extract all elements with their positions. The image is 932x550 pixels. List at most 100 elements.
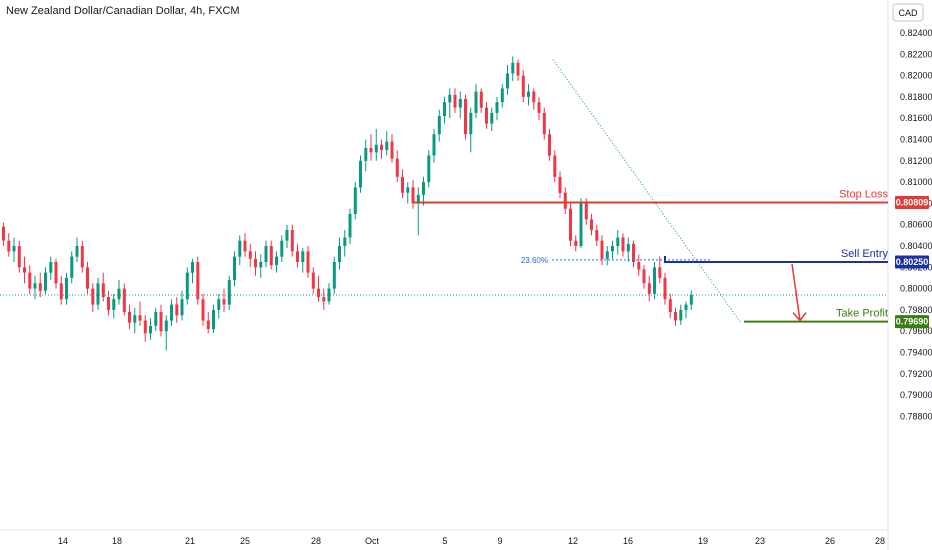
sell-entry-badge-text: 0.80250 (896, 257, 929, 267)
candle (290, 224, 294, 257)
candle (80, 240, 84, 273)
candle (679, 304, 683, 325)
time-tick-label: 14 (58, 536, 68, 546)
candle (474, 84, 478, 119)
candle (506, 65, 509, 95)
candle (306, 246, 310, 278)
time-tick-label: 23 (755, 536, 765, 546)
time-tick-label: 18 (112, 536, 122, 546)
candle (395, 150, 399, 183)
price-tick-label: 0.80600 (900, 220, 932, 230)
candle (458, 91, 462, 119)
candle (516, 59, 520, 81)
candle (338, 237, 341, 270)
price-tick-label: 0.82000 (900, 71, 932, 81)
time-axis[interactable]: 14 18 21 25 28 Oct 5 9 12 16 19 23 26 28 (58, 536, 885, 546)
candle (553, 150, 557, 183)
candle (605, 246, 609, 266)
candle (201, 293, 205, 326)
candle (143, 315, 147, 342)
sell-entry-label: Sell Entry (841, 248, 889, 260)
candle (275, 251, 278, 273)
candle (154, 307, 158, 332)
currency-button[interactable] (892, 3, 924, 22)
candle (611, 240, 614, 259)
candle (59, 275, 63, 305)
price-tick-label: 0.79600 (900, 326, 932, 336)
price-tick-label: 0.80000 (900, 284, 932, 294)
candle (469, 107, 473, 153)
candle (500, 84, 504, 108)
time-tick-label: Oct (365, 536, 380, 546)
price-tick-label: 0.79200 (900, 369, 932, 379)
time-tick-label: 9 (497, 536, 502, 546)
candle (222, 288, 226, 312)
candle (427, 150, 431, 188)
candle (17, 240, 21, 273)
candle (285, 224, 289, 249)
candle (317, 275, 320, 302)
candle (217, 293, 221, 319)
time-tick-label: 21 (185, 536, 195, 546)
price-tick-label: 0.79000 (900, 390, 932, 400)
sell-entry-badge (895, 255, 929, 269)
candle (390, 134, 394, 163)
candle (537, 96, 541, 121)
candle (149, 318, 152, 340)
candle (490, 107, 494, 131)
candle (44, 267, 47, 294)
price-tick-label: 0.81000 (900, 177, 932, 187)
candle (243, 233, 247, 257)
candle (128, 304, 131, 330)
candle (432, 128, 436, 163)
candle (122, 283, 126, 316)
price-tick-label: 0.82400 (900, 28, 932, 38)
price-tick-label: 0.79800 (900, 305, 932, 315)
candle (532, 88, 536, 110)
candle (674, 307, 677, 326)
candle (579, 198, 583, 249)
candle (238, 235, 242, 266)
candles-group (2, 56, 693, 351)
candle (196, 256, 200, 305)
price-tick-label: 0.81800 (900, 92, 932, 102)
candle (311, 267, 315, 294)
candle (527, 84, 530, 106)
candle (385, 131, 389, 156)
currency-label: CAD (898, 8, 918, 18)
arrow-shaft (791, 263, 801, 321)
candle (180, 290, 184, 321)
candle (117, 280, 121, 305)
candle (2, 222, 5, 246)
candle (164, 315, 168, 351)
candle (595, 224, 599, 246)
stop-loss-label: Stop Loss (839, 188, 888, 200)
stop-loss-badge (895, 195, 929, 209)
arrow-head-icon (792, 312, 807, 322)
candle (75, 237, 79, 262)
candle (212, 304, 215, 334)
candle (422, 176, 425, 206)
candle (558, 171, 562, 199)
candle (259, 254, 263, 278)
take-profit-badge-text: 0.79690 (896, 317, 929, 327)
time-tick-label: 25 (240, 536, 250, 546)
candle (7, 233, 11, 257)
candle (642, 265, 646, 289)
candle (175, 297, 179, 323)
candle (359, 155, 362, 193)
candle (70, 251, 74, 284)
candle (453, 88, 457, 113)
time-tick-label: 28 (311, 536, 321, 546)
candle (626, 237, 630, 262)
candle (653, 262, 656, 300)
price-tick-label: 0.80400 (900, 241, 932, 251)
time-tick-label: 19 (698, 536, 708, 546)
candle (301, 248, 305, 273)
candle (96, 277, 100, 310)
price-tick-label: 0.82200 (900, 49, 932, 59)
candle (448, 88, 452, 119)
candle (133, 307, 137, 334)
